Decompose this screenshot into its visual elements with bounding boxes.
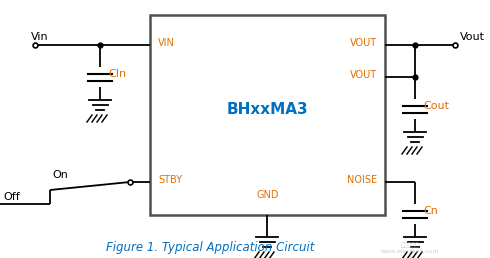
Text: Vout: Vout xyxy=(460,32,485,42)
Bar xyxy=(150,15,385,215)
Text: BHxxMA3: BHxxMA3 xyxy=(227,102,308,117)
Text: STBY: STBY xyxy=(158,175,182,185)
Text: CIn: CIn xyxy=(108,69,126,79)
Text: Figure 1. Typical Application Circuit: Figure 1. Typical Application Circuit xyxy=(106,241,314,254)
Text: GND: GND xyxy=(256,190,279,200)
Text: VOUT: VOUT xyxy=(350,38,377,48)
Text: VIN: VIN xyxy=(158,38,175,48)
Text: Off: Off xyxy=(3,192,20,202)
Text: Cn: Cn xyxy=(423,206,438,216)
Text: 电子发烧友
www.elecfans.com: 电子发烧友 www.elecfans.com xyxy=(381,242,439,254)
Text: Vin: Vin xyxy=(31,32,49,42)
Text: NOISE: NOISE xyxy=(347,175,377,185)
Text: Cout: Cout xyxy=(423,101,449,111)
Text: VOUT: VOUT xyxy=(350,70,377,80)
Text: On: On xyxy=(52,170,68,180)
